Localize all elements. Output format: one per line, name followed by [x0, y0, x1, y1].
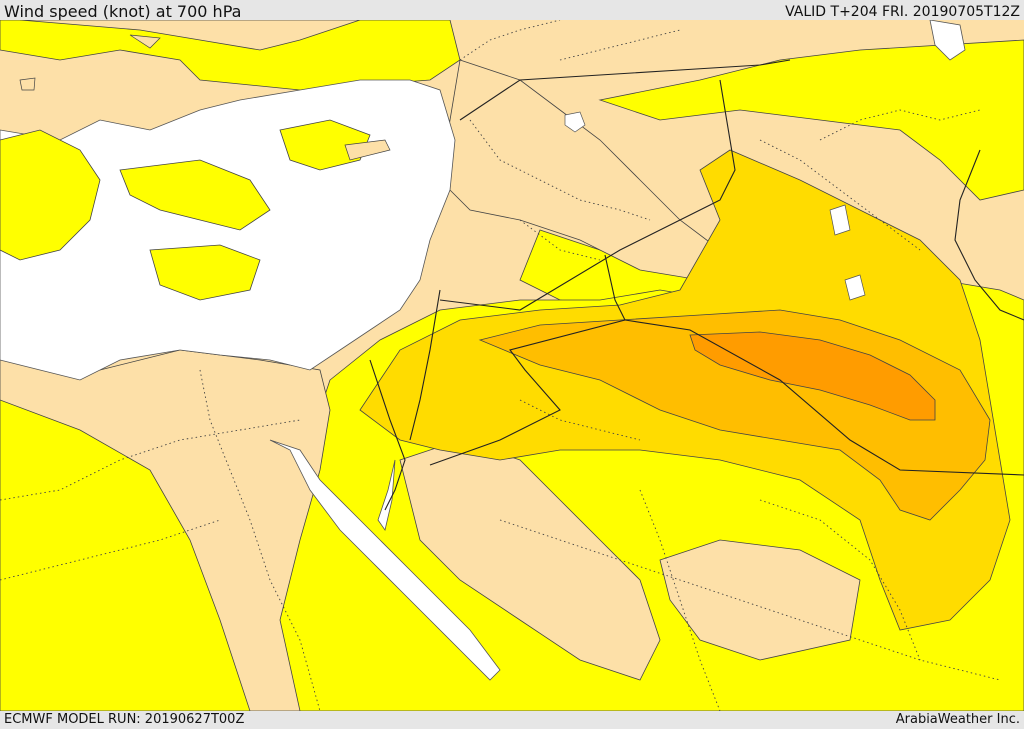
- footer-bar: ECMWF MODEL RUN: 20190627T00Z ArabiaWeat…: [0, 711, 1024, 729]
- model-run: ECMWF MODEL RUN: 20190627T00Z: [4, 712, 245, 727]
- header-bar: Wind speed (knot) at 700 hPa VALID T+204…: [0, 0, 1024, 21]
- valid-time: VALID T+204 FRI. 20190705T12Z: [785, 4, 1020, 20]
- credit: ArabiaWeather Inc.: [895, 712, 1020, 727]
- wind-band-4: [689, 331, 936, 421]
- wind-speed-map[interactable]: [0, 20, 1024, 711]
- internal-borders: [0, 20, 1001, 711]
- sea-wind-patches: [0, 119, 371, 301]
- country-borders: [369, 59, 1024, 511]
- lakes: [564, 111, 866, 301]
- islands: [19, 34, 391, 161]
- map-title: Wind speed (knot) at 700 hPa: [4, 2, 242, 21]
- low-wind-land: [0, 20, 861, 711]
